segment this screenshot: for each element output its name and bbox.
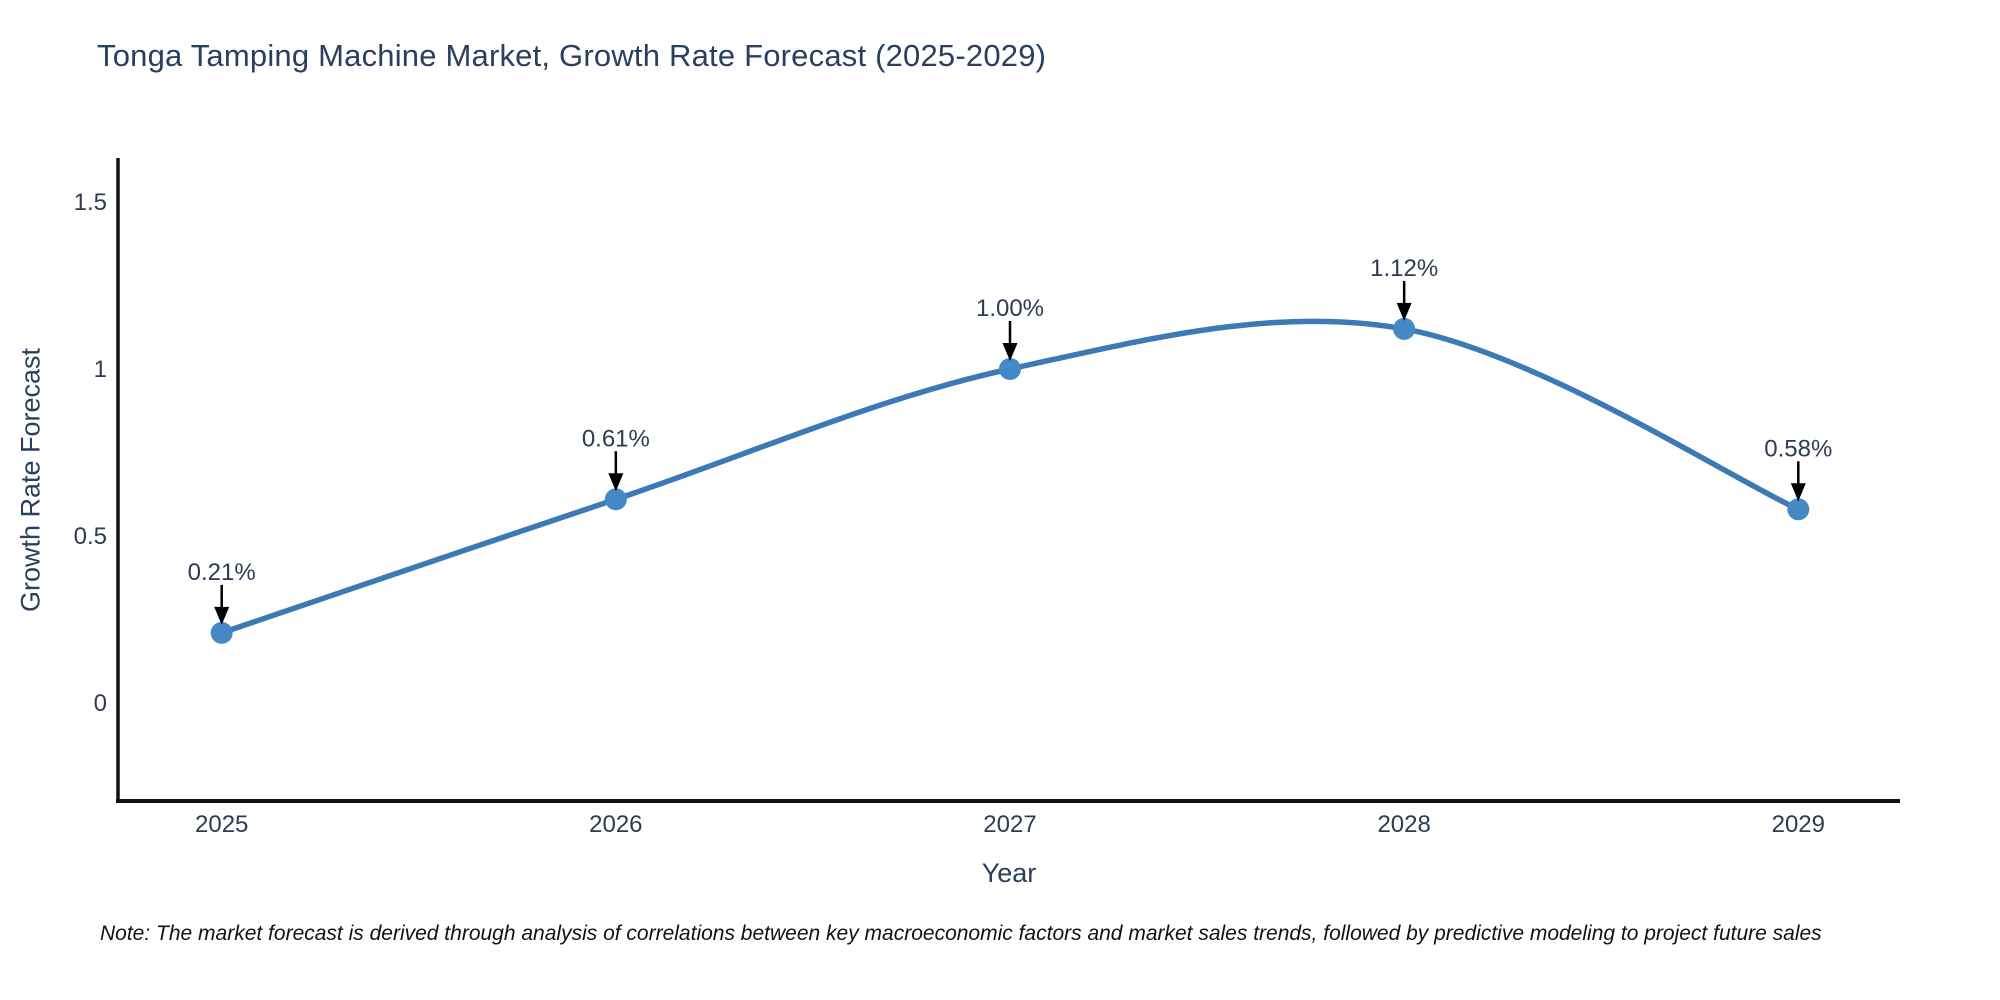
data-point-marker [1393, 317, 1416, 340]
x-tick-label: 2026 [589, 811, 642, 838]
data-point-marker [999, 358, 1021, 380]
annotation-arrowhead [214, 606, 230, 625]
x-tick-label: 2025 [195, 811, 248, 838]
annotation-arrowhead [1396, 302, 1412, 321]
data-point-marker [210, 621, 233, 644]
y-tick-label: 0 [94, 690, 107, 717]
annotation-arrowhead [1790, 483, 1806, 502]
y-axis-title: Growth Rate Forecast [15, 347, 46, 613]
annotation-arrowhead [608, 473, 624, 492]
y-tick-label: 0.5 [74, 523, 107, 550]
footnote: Note: The market forecast is derived thr… [100, 922, 1822, 945]
point-value-label: 1.00% [976, 295, 1044, 322]
x-tick-label: 2029 [1772, 811, 1825, 838]
data-point-marker [1787, 498, 1810, 521]
point-value-label: 0.61% [582, 425, 650, 452]
x-tick-label: 2027 [983, 811, 1036, 838]
y-tick-label: 1.5 [74, 189, 107, 216]
point-value-label: 0.21% [188, 559, 256, 586]
annotation-arrowhead [1002, 343, 1018, 361]
point-value-label: 1.12% [1370, 255, 1438, 282]
chart-title: Tonga Tamping Machine Market, Growth Rat… [97, 38, 1047, 73]
x-axis-title: Year [981, 858, 1037, 888]
data-point-marker [604, 488, 627, 511]
x-tick-label: 2028 [1377, 811, 1430, 838]
point-value-label: 0.58% [1764, 435, 1832, 462]
y-tick-label: 1 [94, 356, 107, 383]
